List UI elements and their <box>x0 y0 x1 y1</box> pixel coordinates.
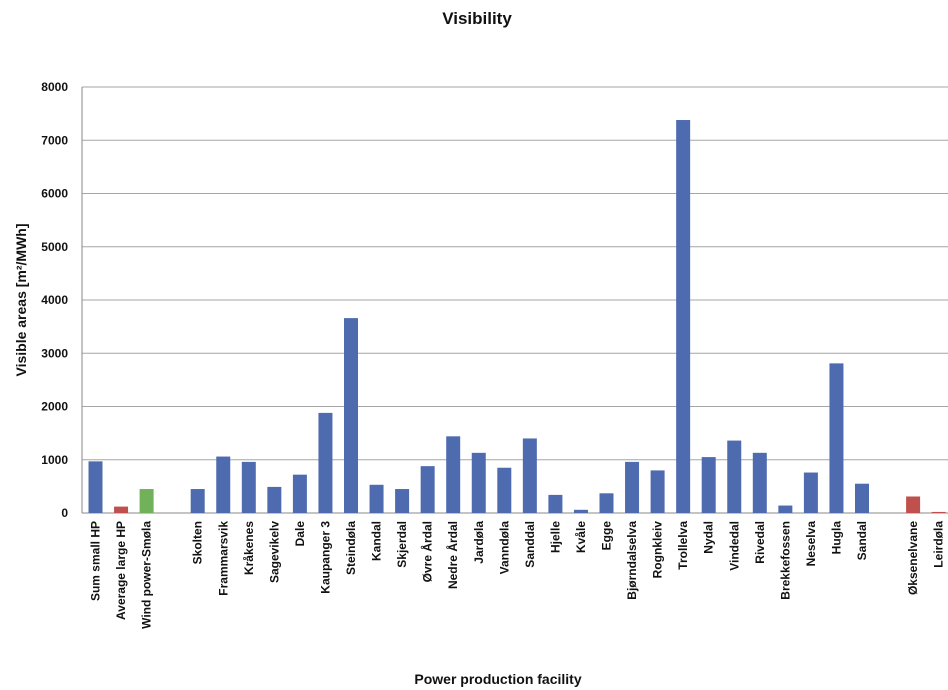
x-tick-label: Brekkefossen <box>778 521 792 600</box>
x-tick-label: Sanddal <box>523 521 537 568</box>
bar <box>752 452 767 513</box>
bar <box>241 461 256 513</box>
bar <box>497 467 512 513</box>
bar <box>446 436 461 513</box>
bar <box>906 496 921 513</box>
x-tick-label: Kvåle <box>574 521 588 553</box>
x-tick-label: Sum small HP <box>89 521 103 601</box>
x-tick-label: Øksenelvane <box>906 521 920 595</box>
y-tick-label: 5000 <box>41 240 68 254</box>
bar <box>190 489 205 513</box>
bar <box>727 440 742 513</box>
bar <box>369 484 384 513</box>
bars <box>88 120 946 513</box>
x-tick-label: Hjelle <box>548 521 562 553</box>
bar <box>829 363 844 513</box>
y-tick-label: 1000 <box>41 453 68 467</box>
x-tick-label: Average large HP <box>114 521 128 620</box>
x-tick-label: Hugla <box>829 521 843 555</box>
y-tick-label: 4000 <box>41 293 68 307</box>
x-tick-label: Leirdøla <box>932 521 946 568</box>
bar <box>88 461 103 513</box>
x-tick-label: Vindedal <box>727 521 741 571</box>
y-axis-title: Visible areas [m²/MWh] <box>13 223 29 376</box>
x-tick-label: Dale <box>293 521 307 547</box>
x-tick-label: Frammarsvik <box>216 521 230 596</box>
bar <box>522 438 537 513</box>
x-tick-label: Rognkleiv <box>651 521 665 579</box>
x-tick-label: Kråkenes <box>242 521 256 575</box>
bar <box>139 489 154 513</box>
bar <box>548 494 563 513</box>
y-tick-label: 3000 <box>41 346 68 360</box>
y-tick-label: 0 <box>61 506 68 520</box>
bar <box>573 509 588 513</box>
bar <box>855 483 869 513</box>
x-tick-label: Steindøla <box>344 521 358 575</box>
x-tick-label: Jardøla <box>472 521 486 564</box>
bar <box>471 452 486 513</box>
y-tick-label: 6000 <box>41 187 68 201</box>
bar <box>676 120 691 513</box>
bar <box>216 456 231 513</box>
x-tick-label: Trollelva <box>676 521 690 570</box>
x-tick-label: Kandal <box>370 521 384 561</box>
x-tick-label: Rivedal <box>753 521 767 564</box>
bar <box>420 466 435 513</box>
bar <box>778 505 793 513</box>
x-tick-label: Nydal <box>702 521 716 554</box>
x-tick-label: Vanndøla <box>497 521 511 575</box>
bar <box>599 493 614 513</box>
x-tick-label: Skolten <box>191 521 205 564</box>
x-tick-label: Sagevikelv <box>267 521 281 583</box>
x-tick-label: Nedre Årdal <box>445 521 460 589</box>
chart-title: Visibility <box>442 9 512 28</box>
x-tick-label: Egge <box>600 521 614 551</box>
x-tick-label: Neselva <box>804 521 818 567</box>
bar <box>650 470 665 513</box>
bar <box>803 472 818 513</box>
bar <box>931 511 946 513</box>
bar <box>625 461 640 513</box>
gridlines <box>81 86 948 514</box>
bar <box>114 506 129 513</box>
x-tick-labels: Sum small HP Average large HP Wind power-S… <box>89 521 946 629</box>
bar <box>395 489 410 513</box>
x-tick-label: Bjørndalselva <box>625 521 639 600</box>
x-tick-label: Øvre Årdal <box>420 521 435 582</box>
bar <box>292 474 307 513</box>
bar <box>318 412 333 513</box>
bar <box>701 457 716 513</box>
y-tick-label: 2000 <box>41 400 68 414</box>
bar <box>344 318 358 513</box>
y-tick-label: 7000 <box>41 133 68 147</box>
x-tick-label: Skjerdal <box>395 521 409 568</box>
x-tick-label: Kaupanger 3 <box>318 521 332 594</box>
bar <box>267 486 282 513</box>
y-tick-labels: 0 1000 2000 3000 4000 5000 6000 7000 8000 <box>41 80 68 520</box>
x-tick-label: Wind power-Smøla <box>140 521 154 629</box>
x-tick-label: Sandal <box>855 521 869 560</box>
y-tick-label: 8000 <box>41 80 68 94</box>
x-axis-title: Power production facility <box>414 671 581 687</box>
